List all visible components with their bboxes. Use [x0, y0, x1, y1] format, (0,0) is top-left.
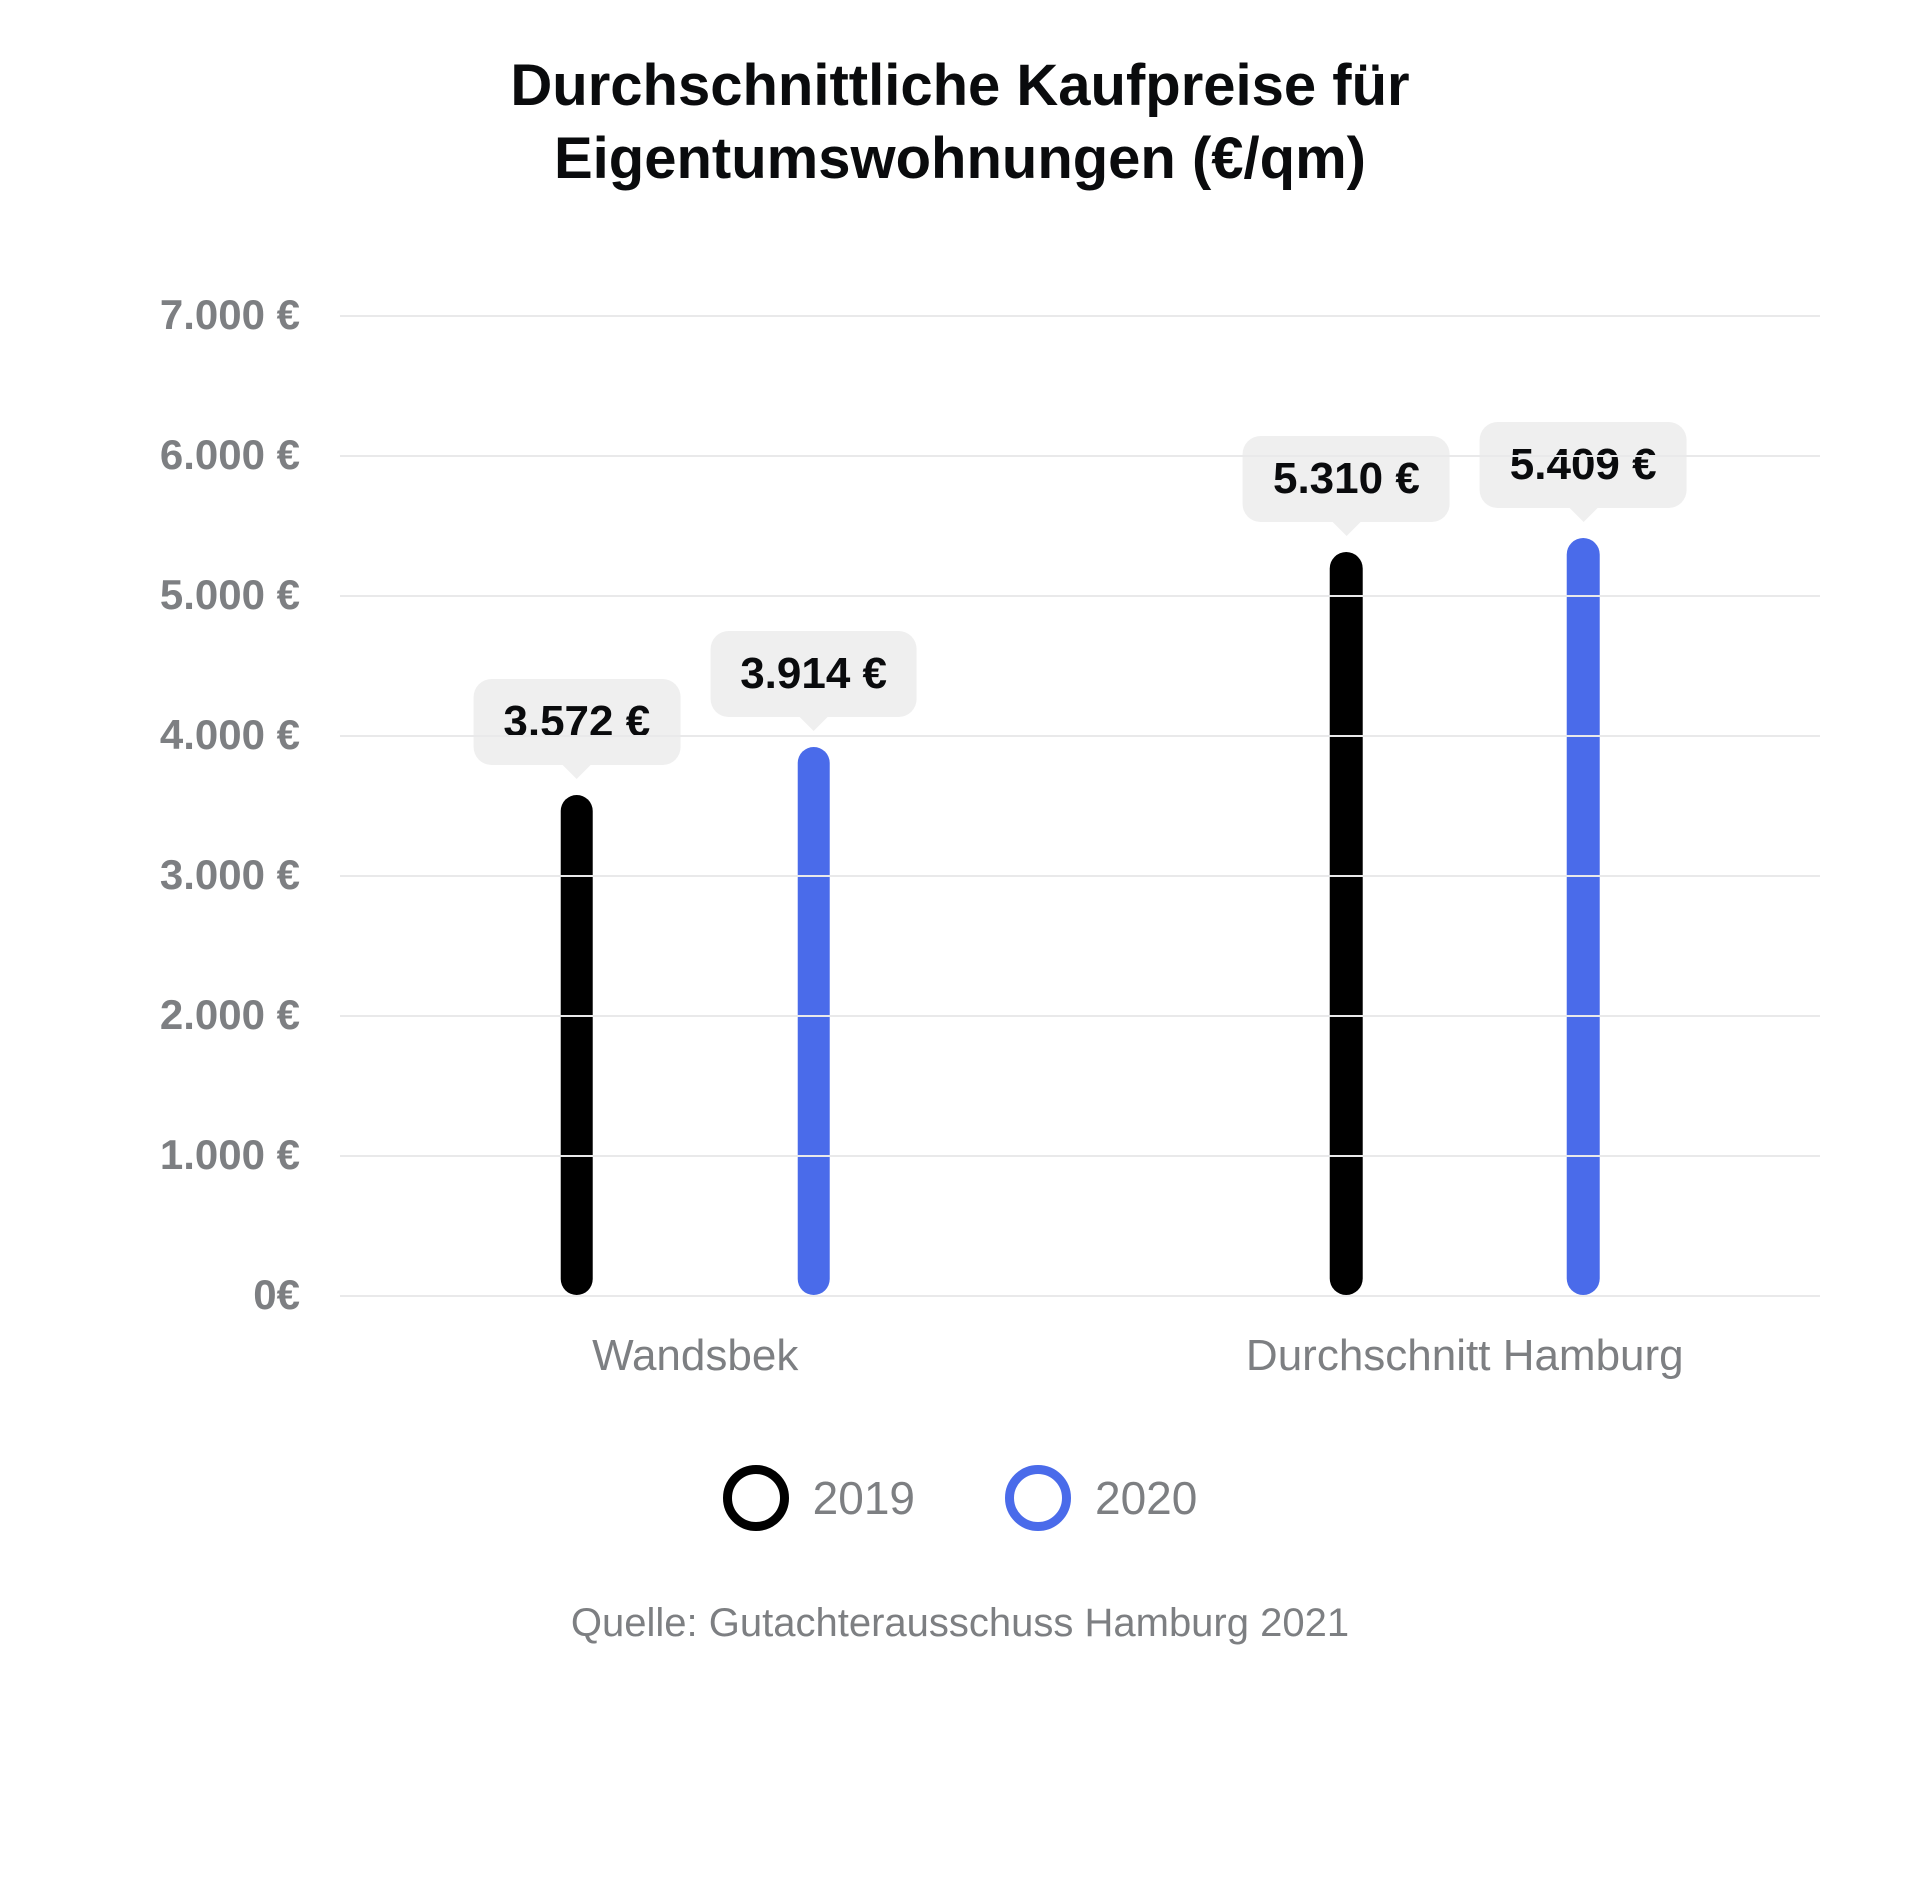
plot-area: 3.572 €3.914 €5.310 €5.409 € 0€1.000 €2.…	[340, 315, 1820, 1295]
legend-label: 2020	[1095, 1471, 1197, 1525]
gridline	[340, 735, 1820, 737]
chart: 3.572 € 3.914 € 5.310 € 5.409 € 0€ 1.000 € 2.…	[80, 315, 1840, 1646]
x-axis-label-hamburg: Durchschnitt Hamburg	[1246, 1331, 1684, 1381]
legend-label: 2019	[813, 1471, 915, 1525]
bar-wandsbek-2019	[561, 795, 594, 1295]
gridline	[340, 595, 1820, 597]
legend-item-2020: 2020	[1005, 1465, 1197, 1531]
y-axis-label: 0€	[253, 1271, 340, 1319]
gridline	[340, 875, 1820, 877]
legend: 2019 2020	[80, 1465, 1840, 1531]
value-bubble-wandsbek-2019: 3.572 €	[473, 679, 680, 765]
legend-swatch-icon	[1005, 1465, 1071, 1531]
y-axis-label: 3.000 €	[160, 851, 340, 899]
x-axis-labels: Wandsbek Durchschnitt Hamburg	[340, 1295, 1820, 1405]
chart-title: Durchschnittliche Kaufpreise für Eigentu…	[260, 50, 1660, 195]
gridline	[340, 315, 1820, 317]
gridline	[340, 1155, 1820, 1157]
y-axis-label: 1.000 €	[160, 1131, 340, 1179]
bar-hamburg-2020	[1567, 538, 1600, 1295]
y-axis-label: 2.000 €	[160, 991, 340, 1039]
bars-layer: 3.572 € 3.914 € 5.310 € 5.409 €	[340, 315, 1820, 1295]
legend-swatch-icon	[723, 1465, 789, 1531]
legend-item-2019: 2019	[723, 1465, 915, 1531]
value-bubble-hamburg-2020: 5.409 €	[1480, 422, 1687, 508]
x-axis-label-wandsbek: Wandsbek	[592, 1331, 798, 1381]
bar-wandsbek-2020	[797, 747, 830, 1295]
y-axis-label: 6.000 €	[160, 431, 340, 479]
bar-hamburg-2019	[1330, 552, 1363, 1295]
value-bubble-wandsbek-2020: 3.914 €	[710, 631, 917, 717]
value-bubble-hamburg-2019: 5.310 €	[1243, 436, 1450, 522]
gridline	[340, 455, 1820, 457]
y-axis-label: 5.000 €	[160, 571, 340, 619]
y-axis-label: 4.000 €	[160, 711, 340, 759]
gridline	[340, 1015, 1820, 1017]
y-axis-label: 7.000 €	[160, 291, 340, 339]
source-text: Quelle: Gutachterausschuss Hamburg 2021	[80, 1601, 1840, 1646]
